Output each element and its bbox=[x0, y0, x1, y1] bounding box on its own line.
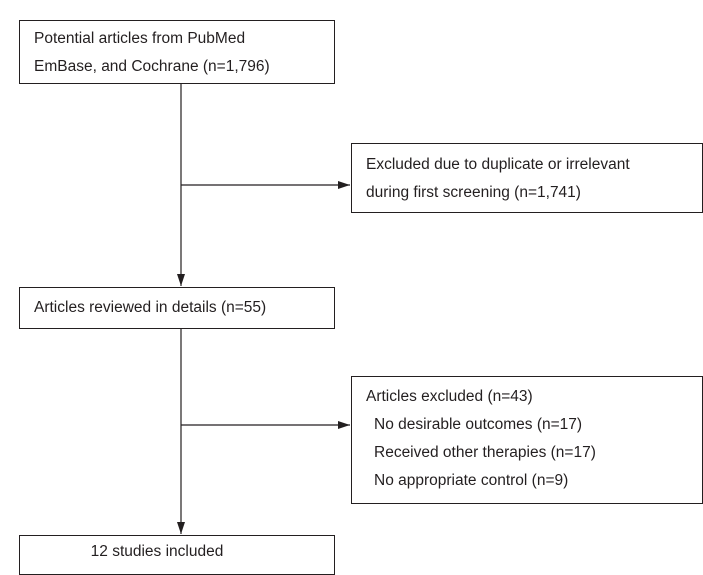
exclusion-reason-therapies: Received other therapies (n=17) bbox=[374, 444, 596, 461]
included-studies-box: 12 studies included bbox=[19, 535, 335, 575]
reviewed-text: Articles reviewed in details (n=55) bbox=[34, 299, 267, 316]
excluded-first-line-2: during first screening (n=1,741) bbox=[366, 184, 581, 201]
excluded-second-header: Articles excluded (n=43) bbox=[366, 388, 533, 405]
identified-line-2: EmBase, and Cochrane (n=1,796) bbox=[34, 58, 270, 75]
included-text: 12 studies included bbox=[90, 543, 224, 560]
exclusion-reason-control: No appropriate control (n=9) bbox=[374, 472, 569, 489]
identified-articles-box: Potential articles from PubMed EmBase, a… bbox=[19, 20, 335, 84]
identified-line-1: Potential articles from PubMed bbox=[34, 30, 246, 47]
exclusion-reason-outcomes: No desirable outcomes (n=17) bbox=[374, 416, 583, 433]
excluded-second-box: Articles excluded (n=43) No desirable ou… bbox=[351, 376, 703, 504]
reviewed-articles-box: Articles reviewed in details (n=55) bbox=[19, 287, 335, 329]
excluded-first-screening-box: Excluded due to duplicate or irrelevant … bbox=[351, 143, 703, 213]
excluded-first-line-1: Excluded due to duplicate or irrelevant bbox=[366, 156, 630, 173]
